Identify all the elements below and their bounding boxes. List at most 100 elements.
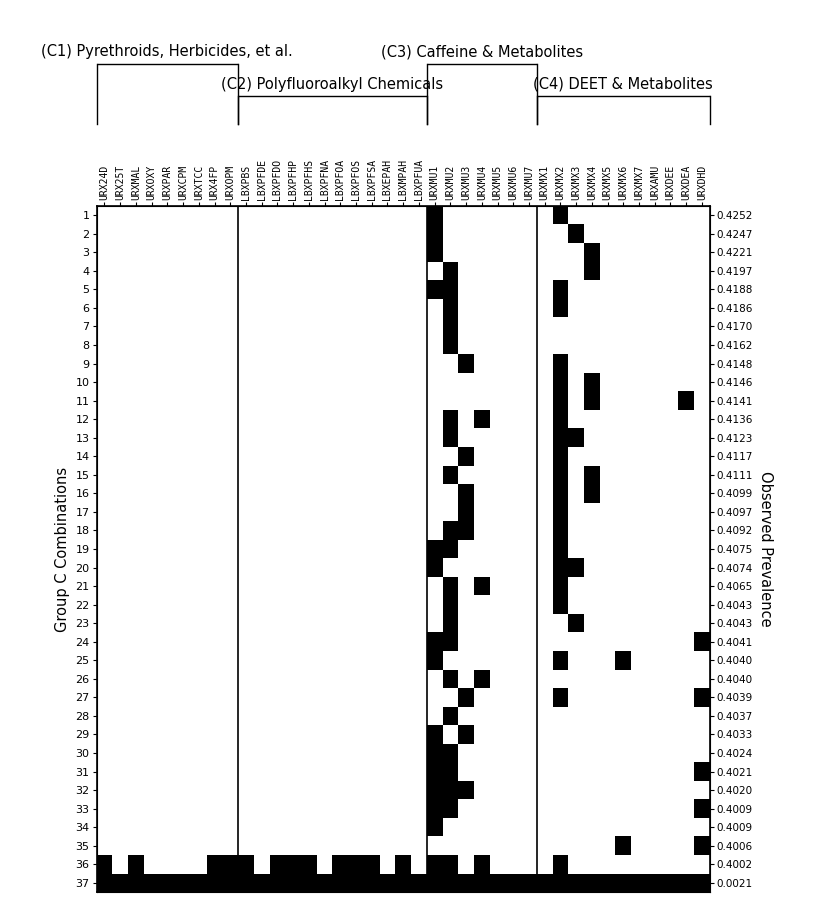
- Bar: [663, 874, 679, 892]
- Bar: [427, 762, 443, 780]
- Bar: [459, 447, 474, 466]
- Bar: [128, 874, 144, 892]
- Bar: [97, 874, 113, 892]
- Bar: [301, 855, 317, 874]
- Bar: [584, 372, 600, 392]
- Bar: [537, 874, 553, 892]
- Y-axis label: Group C Combinations: Group C Combinations: [55, 467, 70, 631]
- Bar: [364, 855, 380, 874]
- Bar: [427, 280, 443, 298]
- Bar: [553, 466, 569, 484]
- Bar: [317, 874, 333, 892]
- Bar: [301, 874, 317, 892]
- Bar: [443, 410, 459, 428]
- Bar: [553, 372, 569, 392]
- Bar: [474, 855, 490, 874]
- Bar: [694, 800, 710, 818]
- Bar: [584, 262, 600, 280]
- Bar: [553, 447, 569, 466]
- Bar: [490, 874, 506, 892]
- Bar: [427, 558, 443, 576]
- Bar: [694, 874, 710, 892]
- Bar: [553, 651, 569, 670]
- Bar: [427, 651, 443, 670]
- Bar: [238, 874, 254, 892]
- Bar: [160, 874, 176, 892]
- Bar: [474, 874, 490, 892]
- Bar: [396, 855, 411, 874]
- Bar: [553, 855, 569, 874]
- Bar: [411, 874, 427, 892]
- Bar: [553, 298, 569, 318]
- Bar: [474, 670, 490, 688]
- Bar: [584, 243, 600, 262]
- Bar: [427, 744, 443, 762]
- Bar: [443, 336, 459, 354]
- Bar: [679, 874, 694, 892]
- Bar: [694, 632, 710, 651]
- Bar: [223, 855, 238, 874]
- Bar: [443, 576, 459, 596]
- Bar: [553, 596, 569, 614]
- Bar: [427, 818, 443, 836]
- Bar: [427, 243, 443, 262]
- Bar: [553, 522, 569, 540]
- Bar: [176, 874, 191, 892]
- Bar: [553, 502, 569, 522]
- Bar: [443, 632, 459, 651]
- Bar: [191, 874, 207, 892]
- Bar: [286, 855, 301, 874]
- Bar: [396, 874, 411, 892]
- Bar: [584, 874, 600, 892]
- Bar: [584, 392, 600, 410]
- Bar: [459, 502, 474, 522]
- Bar: [348, 855, 364, 874]
- Bar: [443, 800, 459, 818]
- Bar: [616, 836, 631, 855]
- Bar: [223, 874, 238, 892]
- Bar: [553, 392, 569, 410]
- Bar: [506, 874, 521, 892]
- Bar: [459, 874, 474, 892]
- Bar: [459, 780, 474, 800]
- Bar: [553, 874, 569, 892]
- Bar: [286, 874, 301, 892]
- Bar: [427, 224, 443, 243]
- Bar: [679, 392, 694, 410]
- Bar: [569, 224, 584, 243]
- Bar: [553, 688, 569, 706]
- Text: (C3) Caffeine & Metabolites: (C3) Caffeine & Metabolites: [381, 45, 583, 59]
- Bar: [694, 836, 710, 855]
- Bar: [443, 280, 459, 298]
- Bar: [443, 262, 459, 280]
- Bar: [647, 874, 663, 892]
- Bar: [569, 558, 584, 576]
- Bar: [427, 206, 443, 224]
- Bar: [427, 540, 443, 558]
- Bar: [443, 298, 459, 318]
- Bar: [207, 874, 223, 892]
- Bar: [553, 206, 569, 224]
- Bar: [207, 855, 223, 874]
- Bar: [443, 855, 459, 874]
- Bar: [427, 726, 443, 744]
- Bar: [128, 855, 144, 874]
- Bar: [694, 762, 710, 780]
- Bar: [474, 410, 490, 428]
- Text: (C4) DEET & Metabolites: (C4) DEET & Metabolites: [533, 77, 713, 92]
- Bar: [427, 632, 443, 651]
- Bar: [443, 744, 459, 762]
- Bar: [459, 484, 474, 502]
- Bar: [443, 874, 459, 892]
- Bar: [270, 855, 286, 874]
- Bar: [553, 558, 569, 576]
- Bar: [569, 874, 584, 892]
- Bar: [553, 354, 569, 372]
- Bar: [443, 670, 459, 688]
- Bar: [443, 522, 459, 540]
- Bar: [427, 800, 443, 818]
- Bar: [443, 762, 459, 780]
- Bar: [694, 688, 710, 706]
- Bar: [553, 410, 569, 428]
- Bar: [553, 484, 569, 502]
